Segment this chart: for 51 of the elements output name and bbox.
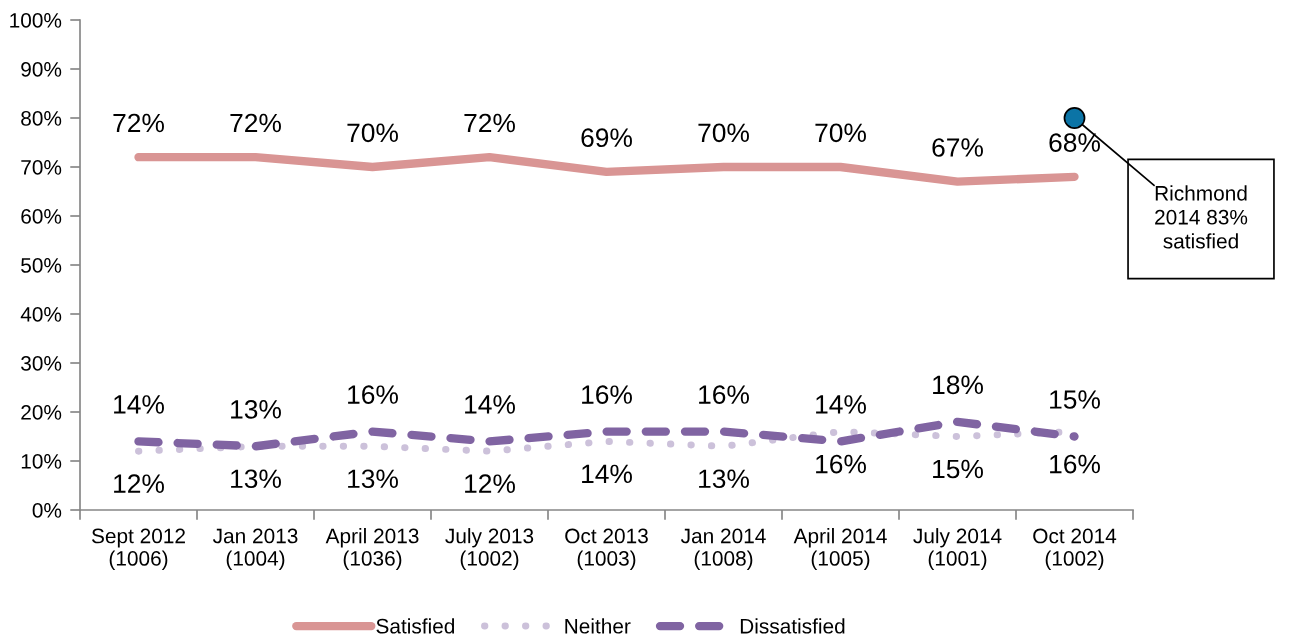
data-label: 13%	[231, 399, 281, 419]
data-label: 14%	[582, 464, 632, 484]
data-label: 12%	[114, 474, 164, 493]
y-tick-label: 70%	[21, 160, 62, 175]
data-label: 16%	[582, 385, 632, 404]
data-label: 12%	[465, 474, 515, 493]
data-label: 70%	[698, 123, 749, 143]
x-tick-label: Jan 2014 (1008)	[680, 528, 766, 570]
data-label: 16%	[699, 385, 749, 404]
data-label: 16%	[816, 454, 866, 474]
data-label: 14%	[465, 395, 515, 414]
x-tick-label: July 2014 (1001)	[913, 528, 1002, 570]
data-label: 72%	[464, 113, 515, 133]
y-tick-label: 10%	[21, 454, 62, 469]
x-tick-label: April 2013 (1036)	[325, 528, 419, 570]
data-label: 72%	[230, 113, 281, 133]
legend-label: Neither	[565, 618, 631, 634]
data-label: 68%	[1049, 133, 1100, 152]
legend-label: Dissatisfied	[740, 618, 845, 634]
x-tick-label: Oct 2013 (1003)	[565, 528, 648, 570]
data-label: 14%	[816, 395, 866, 414]
data-label: 67%	[932, 138, 983, 157]
data-label: 18%	[933, 375, 983, 395]
data-label: 16%	[348, 385, 398, 404]
data-label: 13%	[699, 469, 749, 489]
y-tick-label: 20%	[21, 405, 62, 420]
data-label: 13%	[231, 469, 281, 489]
y-tick-label: 30%	[21, 356, 62, 371]
y-tick-label: 90%	[21, 62, 62, 77]
y-tick-label: 0%	[32, 503, 62, 518]
data-label: 15%	[933, 459, 983, 479]
x-tick-label: July 2013 (1002)	[445, 528, 534, 570]
y-tick-label: 40%	[20, 307, 62, 322]
data-label: 70%	[347, 123, 398, 143]
x-tick-label: Sept 2012 (1006)	[91, 528, 185, 570]
y-tick-label: 100%	[10, 13, 62, 28]
legend-label: Satisfied	[376, 618, 455, 634]
data-label: 14%	[114, 395, 164, 414]
y-tick-label: 50%	[21, 258, 62, 273]
data-label: 70%	[815, 123, 866, 143]
y-tick-label: 80%	[21, 111, 62, 126]
annotation: Richmond 2014 83% satisfied	[1155, 185, 1248, 249]
x-tick-label: April 2014 (1005)	[793, 528, 887, 570]
x-tick-label: Oct 2014 (1002)	[1033, 528, 1117, 570]
data-label: 69%	[581, 128, 632, 148]
x-tick-label: Jan 2013 (1004)	[212, 528, 298, 570]
data-label: 15%	[1050, 390, 1100, 409]
data-label: 72%	[113, 113, 164, 133]
data-label: 16%	[1050, 454, 1100, 474]
y-tick-label: 60%	[21, 209, 62, 224]
data-label: 13%	[348, 469, 398, 489]
